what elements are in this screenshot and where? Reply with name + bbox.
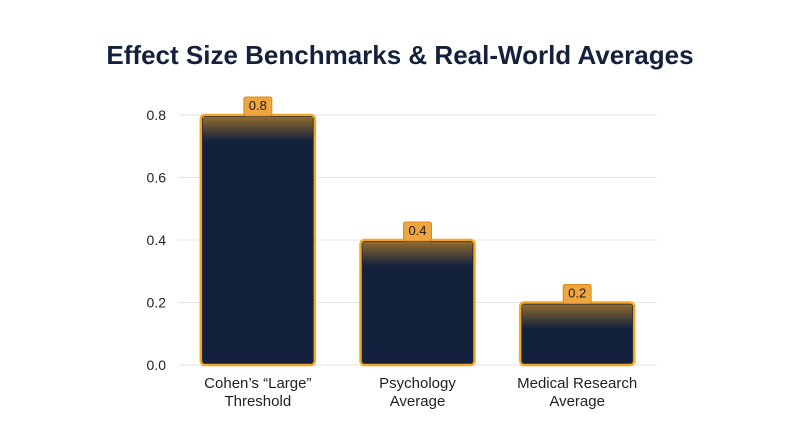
bar-highlight [522,304,633,329]
y-tick-label: 0.2 [147,295,167,311]
x-axis: Cohen’s “Large” Threshold Psychology Averag… [204,375,637,410]
y-axis: 0.0 0.2 0.4 0.6 0.8 [147,107,167,373]
data-label: 0.8 [249,98,267,113]
data-label-badge [403,221,432,242]
bars [199,113,636,367]
bar-highlight [362,242,473,266]
category-label: Medical Research Average [517,375,637,410]
bar [199,113,317,367]
category-label: Psychology Average [379,375,456,410]
bar-highlight [202,117,313,141]
data-label-badge [562,284,592,304]
data-label-badge [243,96,273,117]
data-label: 0.2 [568,286,586,301]
y-tick-label: 0.4 [147,232,167,248]
data-labels: 0.8 0.4 0.2 [243,96,592,304]
chart-title: Effect Size Benchmarks & Real-World Aver… [106,40,694,70]
y-tick-label: 0.6 [147,170,167,186]
y-tick-label: 0.0 [147,357,167,373]
y-tick-label: 0.8 [147,107,167,123]
data-label: 0.4 [408,223,426,238]
category-label: Cohen’s “Large” Threshold [204,375,311,410]
